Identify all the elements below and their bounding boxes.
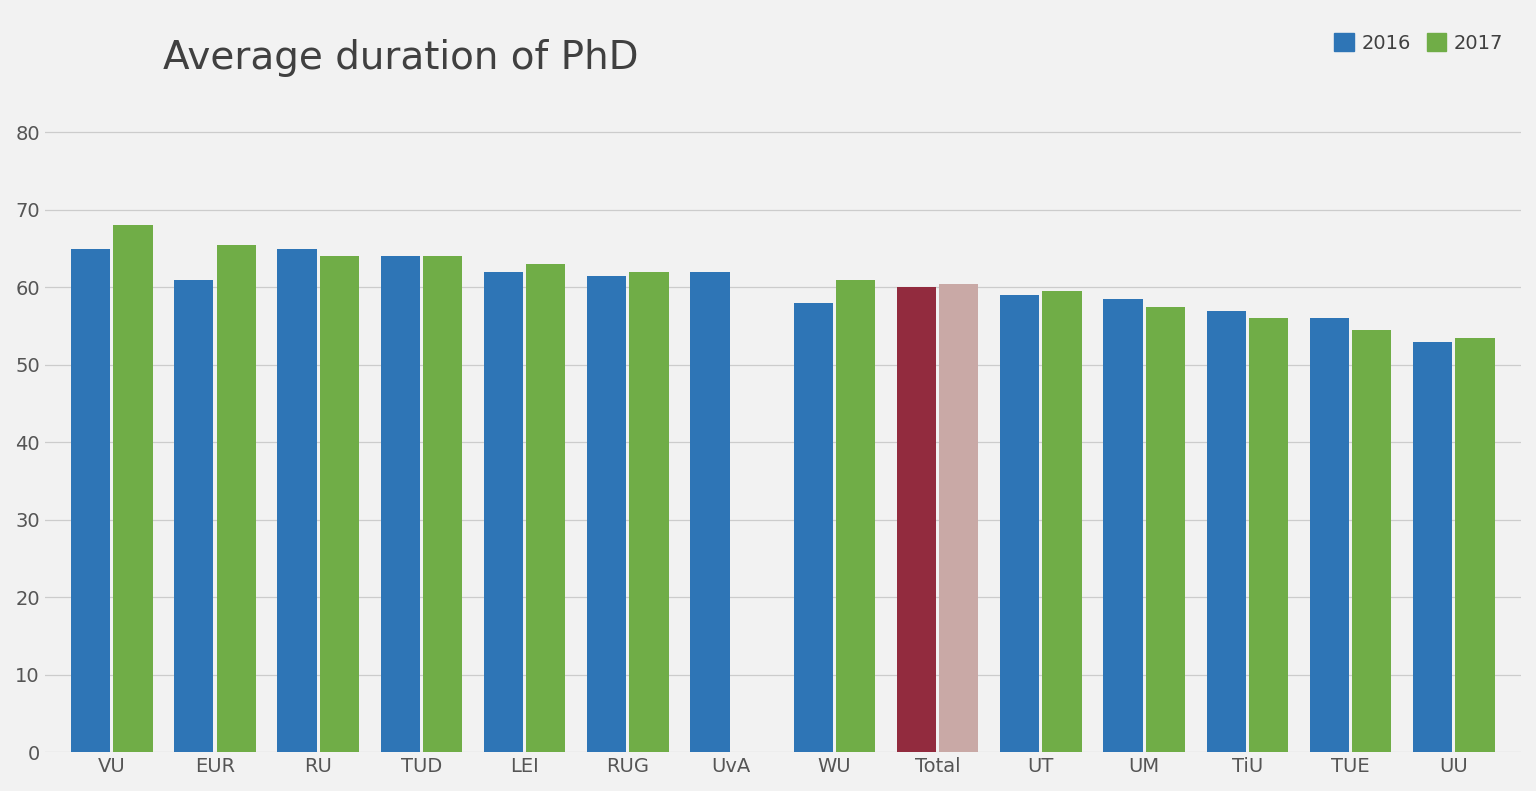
Bar bbox=[527, 264, 565, 752]
Bar bbox=[587, 276, 627, 752]
Bar bbox=[897, 287, 935, 752]
Bar bbox=[1456, 338, 1495, 752]
Bar bbox=[1043, 291, 1081, 752]
Bar bbox=[836, 280, 876, 752]
Bar bbox=[1249, 318, 1289, 752]
Bar bbox=[422, 256, 462, 752]
Bar bbox=[690, 272, 730, 752]
Bar bbox=[278, 248, 316, 752]
Bar bbox=[1413, 342, 1453, 752]
Bar bbox=[1207, 311, 1246, 752]
Bar bbox=[1103, 299, 1143, 752]
Bar bbox=[381, 256, 419, 752]
Bar bbox=[217, 244, 257, 752]
Bar bbox=[174, 280, 214, 752]
Text: Average duration of PhD: Average duration of PhD bbox=[163, 39, 639, 77]
Bar bbox=[1000, 295, 1040, 752]
Bar bbox=[1310, 318, 1349, 752]
Bar bbox=[319, 256, 359, 752]
Bar bbox=[1352, 330, 1392, 752]
Bar bbox=[1146, 307, 1184, 752]
Bar bbox=[114, 225, 152, 752]
Bar bbox=[71, 248, 111, 752]
Bar bbox=[794, 303, 833, 752]
Bar bbox=[630, 272, 668, 752]
Legend: 2016, 2017: 2016, 2017 bbox=[1327, 25, 1511, 60]
Bar bbox=[484, 272, 524, 752]
Bar bbox=[938, 283, 978, 752]
